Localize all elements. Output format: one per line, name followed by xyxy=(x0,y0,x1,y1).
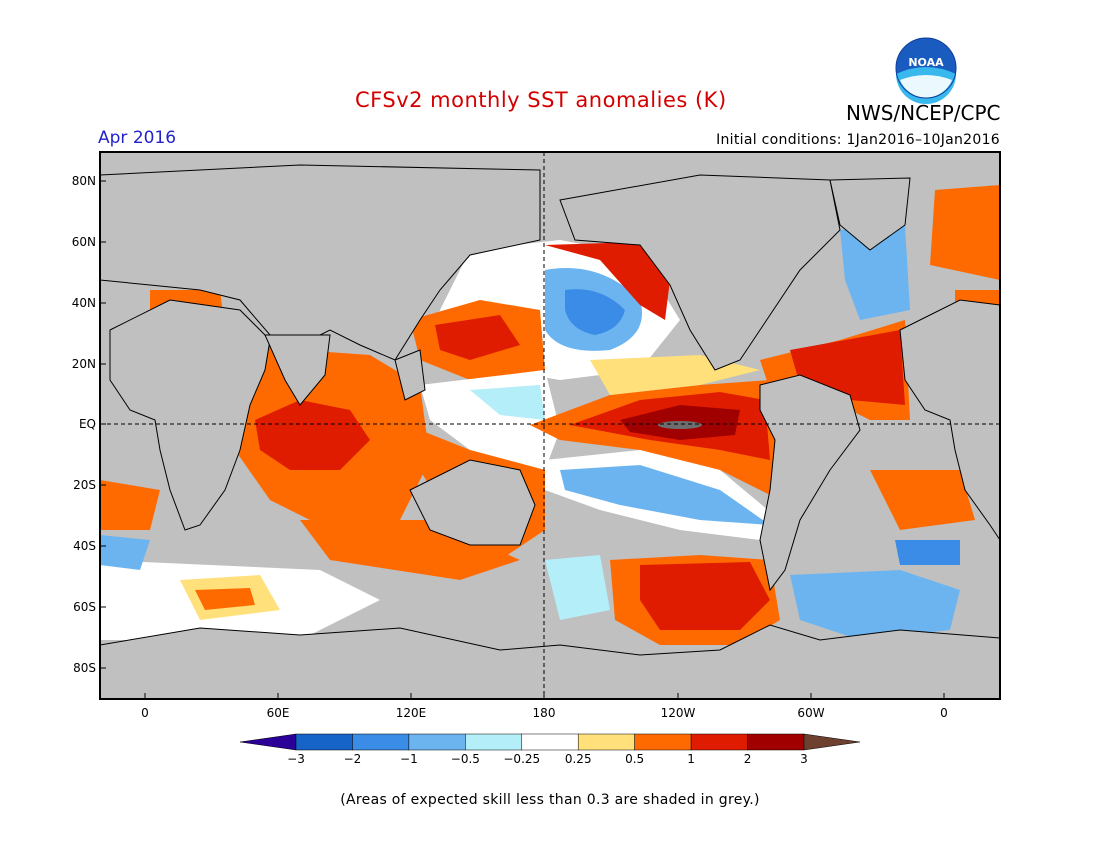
y-tick-label: 20S xyxy=(73,478,96,492)
y-ticks xyxy=(100,180,106,669)
colorbar-label: 0.25 xyxy=(564,752,592,766)
land-greenland xyxy=(829,177,911,251)
x-tick-label: 180 xyxy=(532,706,556,720)
anomaly-warm-sw-atlantic xyxy=(870,470,975,530)
footnote: (Areas of expected skill less than 0.3 a… xyxy=(340,792,760,808)
colorbar-label: 2 xyxy=(743,752,752,766)
anomaly-warm-so-west-core xyxy=(195,588,255,610)
y-tick-label: 40N xyxy=(71,296,96,310)
anomaly-max-enso xyxy=(658,421,702,429)
x-tick-label: 120E xyxy=(395,706,427,720)
x-tick-label: 0 xyxy=(141,706,149,720)
land-eurasia xyxy=(100,164,541,361)
anomaly-warm-nordic xyxy=(930,185,1000,280)
anomaly-cool-sw-indian xyxy=(100,535,150,570)
x-tick-label: 60E xyxy=(266,706,290,720)
land-south-america xyxy=(759,374,861,592)
anomaly-hot-wpac-north xyxy=(435,315,520,360)
land-australia xyxy=(409,459,536,546)
anomaly-hot-indian xyxy=(255,400,370,470)
x-tick-label: 120W xyxy=(660,706,696,720)
anomaly-cool-sw-pac xyxy=(545,555,610,620)
colorbar-label: 3 xyxy=(800,752,808,766)
colorbar-label: −3 xyxy=(287,752,305,766)
land-africa-repeat xyxy=(899,299,1000,541)
colorbar-label: 1 xyxy=(687,752,695,766)
x-ticks xyxy=(144,693,945,699)
anomaly-cool-npac-core xyxy=(565,289,625,335)
land-se-asia xyxy=(394,349,426,401)
map-frame xyxy=(99,151,1001,700)
y-tick-label: 80S xyxy=(73,661,96,675)
anomaly-warm-sw-indian xyxy=(100,480,160,530)
anomaly-cool-s-atlantic xyxy=(895,540,960,565)
landmasses xyxy=(100,164,1000,699)
colorbar-label: −1 xyxy=(400,752,418,766)
anomaly-cool-sepac xyxy=(560,465,770,525)
y-tick-label: 20N xyxy=(71,357,96,371)
anomaly-cool-wpac-eq xyxy=(470,385,545,420)
initial-conditions-label: Initial conditions: 1Jan2016–10Jan2016 xyxy=(716,132,1000,148)
map-title: CFSv2 monthly SST anomalies (K) xyxy=(355,88,727,112)
anomaly-cool-natl xyxy=(840,225,910,320)
land-antarctica xyxy=(100,624,1000,699)
anomaly-warm-nepac xyxy=(545,242,670,320)
agency-label: NWS/NCEP/CPC xyxy=(846,101,1001,125)
colorbar-label: −0.5 xyxy=(450,752,480,766)
anomaly-cool-so-east xyxy=(790,570,960,640)
y-tick-label: 60S xyxy=(73,600,96,614)
y-tick-label: 40S xyxy=(73,539,96,553)
x-tick-label: 0 xyxy=(940,706,948,720)
land-africa xyxy=(109,299,271,531)
colorbar-label: −2 xyxy=(343,752,362,766)
x-tick-label: 60W xyxy=(797,706,825,720)
anomaly-warm-s-indian xyxy=(300,520,520,580)
colorbar-label: 0.5 xyxy=(625,752,645,766)
y-tick-label: EQ xyxy=(78,417,96,431)
y-tick-label: 80N xyxy=(71,174,96,188)
colorbar-label: −0.25 xyxy=(503,752,541,766)
anomaly-hot-spac xyxy=(640,562,770,630)
valid-month-label: Apr 2016 xyxy=(98,128,177,148)
y-tick-label: 60N xyxy=(71,235,96,249)
land-indian-subcontinent xyxy=(264,334,331,406)
